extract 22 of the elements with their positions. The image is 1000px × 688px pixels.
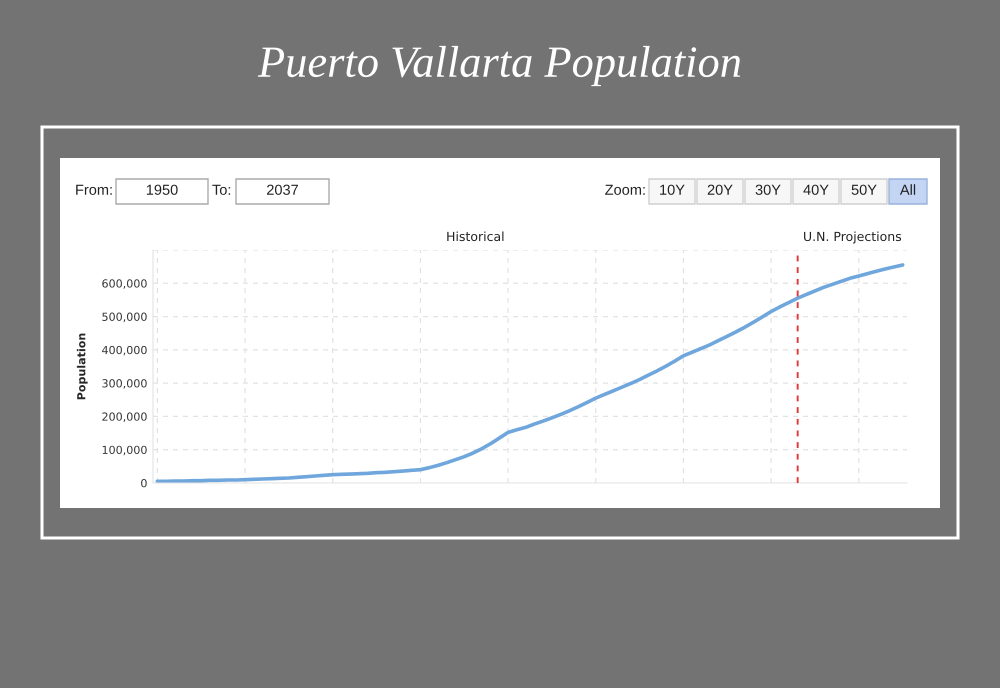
y-tick-label: 600,000 [102,279,147,289]
text: 30Y [756,184,781,195]
text: U.N. Projections [804,231,902,244]
text: 40Y [803,184,829,195]
text: 50Y [852,184,877,195]
y-tick-label: 500,000 [102,312,147,322]
y-tick-label: 300,000 [102,379,147,389]
text: 2037 [267,184,298,195]
text: From: [76,184,112,195]
text: Historical [447,231,504,242]
text: To: [212,184,230,195]
text: 10Y [660,184,685,195]
text: Zoom: [605,184,645,195]
text: 20Y [708,184,733,195]
y-tick-label: 0 [141,478,147,488]
y-tick-label: 200,000 [102,412,147,422]
y-tick-label: 100,000 [102,446,147,456]
text: 1950 [146,184,178,195]
y-axis-title: Population [76,334,88,400]
text: All [900,184,916,195]
chart-title: Puerto Vallarta Population [258,46,740,86]
y-tick-label: 400,000 [102,346,147,356]
